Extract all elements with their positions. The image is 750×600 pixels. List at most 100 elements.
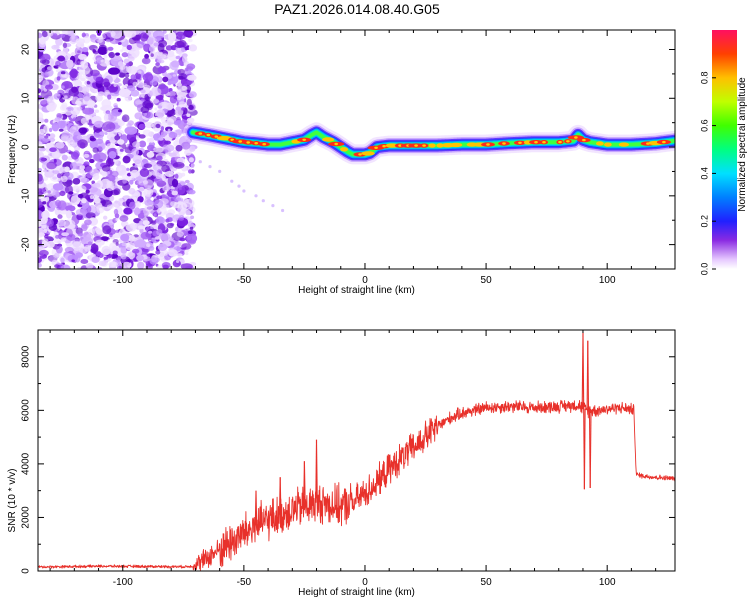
noise-blob: [60, 71, 66, 75]
noise-blob: [96, 251, 102, 256]
noise-blob: [113, 95, 117, 99]
noise-blob: [175, 55, 181, 60]
noise-blob: [184, 179, 190, 184]
noise-blob: [189, 145, 196, 152]
noise-blob: [190, 215, 195, 220]
noise-blob: [95, 94, 103, 102]
noise-blob: [128, 50, 134, 54]
noise-blob: [120, 247, 128, 254]
noise-blob: [71, 96, 80, 105]
noise-blob: [132, 248, 140, 254]
noise-blob: [76, 59, 81, 65]
noise-blob: [114, 135, 121, 141]
stray-point: [261, 199, 265, 203]
noise-blob: [118, 88, 131, 98]
noise-blob: [175, 106, 182, 111]
noise-blob: [38, 74, 44, 82]
noise-blob: [127, 56, 135, 62]
noise-blob: [134, 239, 147, 248]
noise-blob: [110, 30, 123, 39]
y-tick-label: 4000: [21, 452, 32, 475]
noise-blob: [61, 154, 68, 161]
noise-blob: [106, 143, 115, 149]
ridge-hotspot: [596, 141, 604, 146]
noise-blob: [71, 79, 81, 87]
noise-blob: [104, 132, 108, 135]
noise-blob: [142, 84, 151, 90]
noise-blob: [146, 31, 152, 36]
noise-blob: [81, 224, 88, 232]
noise-blob: [101, 171, 108, 178]
ridge-hotspot: [428, 143, 436, 148]
noise-blob: [123, 207, 133, 215]
noise-blob: [149, 137, 155, 143]
noise-blob: [138, 186, 145, 192]
noise-blob: [162, 76, 169, 83]
noise-blob: [175, 260, 180, 263]
noise-blob: [122, 77, 131, 86]
noise-blob: [133, 207, 141, 216]
noise-blob: [71, 52, 76, 56]
noise-blob: [107, 94, 112, 100]
colorbar: 0.0 0.2 0.4 0.6 0.8 Normalized spectral ampl…: [699, 30, 748, 275]
snr-y-label: SNR (10 * v/v): [7, 469, 18, 533]
noise-blob: [156, 229, 163, 236]
y-tick-label: 2000: [21, 506, 32, 529]
noise-blob: [59, 33, 66, 38]
noise-blob: [76, 41, 85, 47]
noise-blob: [65, 120, 70, 124]
noise-blob: [77, 231, 83, 237]
noise-blob: [98, 260, 107, 267]
noise-blob: [188, 189, 196, 195]
noise-blob: [109, 232, 113, 238]
noise-blob: [144, 197, 151, 206]
noise-blob: [127, 85, 136, 92]
stray-point: [254, 194, 258, 198]
noise-blob: [126, 44, 132, 51]
noise-blob: [184, 68, 189, 72]
noise-blob: [67, 30, 77, 37]
ridge-hotspot-core: [542, 141, 546, 144]
noise-blob: [38, 141, 43, 147]
noise-blob: [153, 164, 162, 172]
noise-blob: [82, 47, 89, 53]
noise-blob: [79, 208, 88, 214]
stray-point: [208, 165, 212, 169]
noise-blob: [160, 126, 165, 131]
noise-blob: [38, 157, 46, 163]
noise-blob: [105, 39, 111, 43]
noise-blob: [90, 248, 97, 254]
noise-blob: [177, 201, 184, 205]
noise-blob: [101, 245, 111, 256]
x-tick-label: 0: [362, 275, 368, 286]
noise-blob: [92, 182, 101, 188]
noise-blob: [125, 241, 135, 251]
noise-blob: [148, 230, 153, 234]
noise-blob: [126, 167, 130, 171]
ridge-hotspot: [385, 143, 399, 148]
noise-blob: [90, 187, 102, 197]
y-tick-label: -10: [21, 188, 32, 203]
noise-blob: [146, 206, 153, 210]
noise-blob: [61, 232, 69, 237]
ridge-hotspot-core: [534, 141, 538, 144]
noise-blob: [57, 219, 66, 227]
noise-blob: [57, 55, 65, 62]
noise-blob: [171, 157, 176, 161]
noise-blob: [114, 182, 118, 186]
noise-blob: [106, 47, 111, 52]
x-tick-label: 50: [481, 577, 493, 588]
noise-blob: [151, 220, 157, 225]
noise-blob: [116, 265, 123, 269]
colorbar-tick-label: 0.6: [699, 119, 709, 132]
noise-blob: [102, 121, 116, 132]
noise-blob: [88, 100, 96, 108]
noise-blob: [111, 261, 117, 268]
noise-blob: [38, 257, 42, 263]
colorbar-label: Normalized spectral amplitude: [737, 77, 748, 212]
noise-blob: [132, 81, 138, 87]
noise-blob: [163, 149, 169, 154]
stray-point: [271, 204, 275, 208]
